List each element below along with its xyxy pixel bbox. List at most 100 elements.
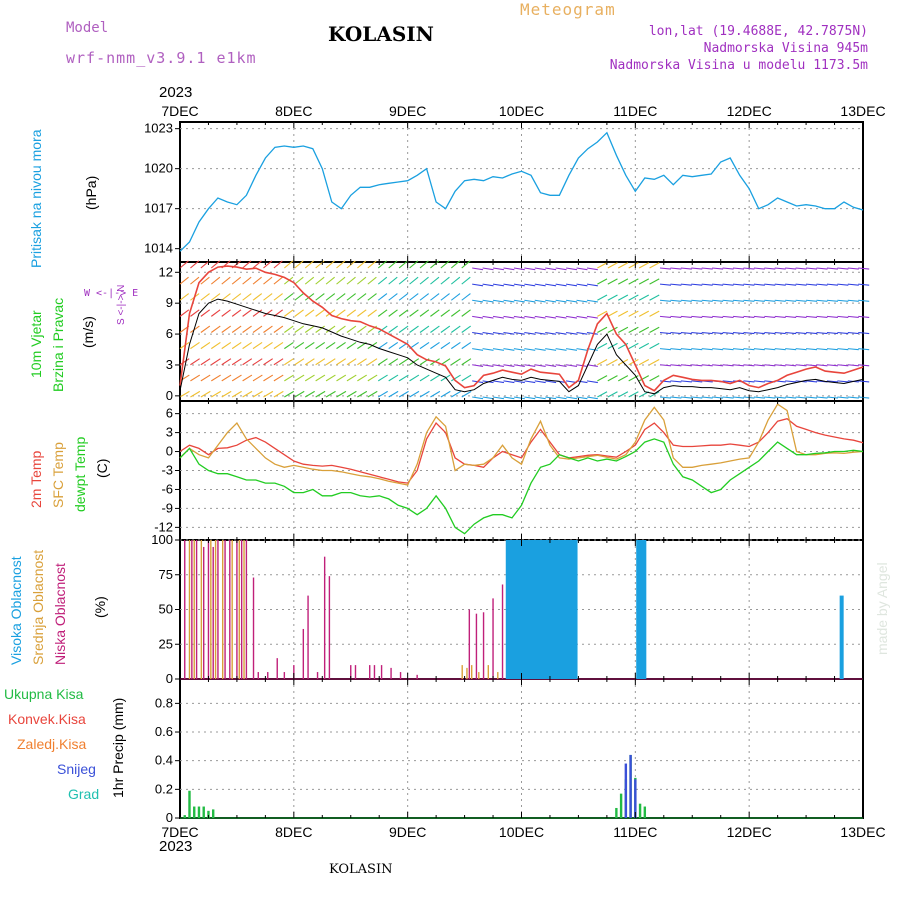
wind-vector (450, 293, 461, 301)
pressure-ytick-label: 1020 (144, 161, 173, 176)
cloud-bar (534, 540, 538, 679)
wind-vector (294, 358, 305, 366)
wind-vector (503, 396, 515, 400)
wind-ytick-label: 6 (166, 326, 173, 341)
wind-vector (680, 348, 692, 351)
wind-vector (315, 374, 326, 382)
cloud-label-low: Niska Oblacnost (52, 563, 68, 665)
wind-vector (482, 299, 494, 303)
wind-vector (597, 278, 608, 285)
wind-vector (722, 364, 734, 367)
wind-vector (837, 267, 849, 270)
wind-vector (440, 276, 450, 285)
cloud-bar (267, 672, 269, 679)
wind-speed_black (179, 298, 864, 395)
wind-vector (691, 299, 703, 302)
wind-vector (785, 267, 797, 270)
date-label-bottom: 12DEC (727, 824, 772, 840)
cloud-bar (231, 540, 233, 679)
wind-vector (628, 375, 639, 382)
temp-ytick-label: 0 (166, 444, 173, 459)
wind-vector (659, 299, 671, 302)
wind-vector (315, 293, 325, 301)
wind-vector (524, 348, 536, 351)
wind-vector (263, 358, 273, 366)
wind-vector (388, 309, 398, 317)
pressure-frame (179, 121, 864, 263)
wind-vector (461, 309, 471, 317)
wind-vector (743, 315, 755, 319)
wind-vector (388, 325, 398, 333)
wind-vector (231, 325, 242, 333)
cloud-bar (475, 613, 478, 679)
wind-vector (409, 276, 419, 285)
wind-vector (712, 315, 724, 319)
wind-vector (388, 341, 399, 350)
wind-vector (826, 348, 838, 351)
wind-vector (513, 348, 525, 351)
wind-vector (534, 380, 546, 384)
wind-vector (774, 315, 786, 319)
wind-vector (774, 331, 786, 335)
wind-vector (179, 293, 190, 301)
wind-vector (545, 331, 557, 335)
temp-ytick-label: -12 (154, 519, 173, 534)
wind-vector (628, 262, 639, 269)
wind-vector (566, 267, 578, 271)
wind-vector (242, 325, 252, 333)
wind-vector (284, 341, 294, 350)
cloud-bar (560, 540, 564, 679)
wind-vector (440, 309, 451, 317)
wind-vector (472, 364, 484, 367)
cloud-bar (373, 665, 376, 679)
temp-ytick-label: -3 (161, 463, 173, 478)
date-label-bottom: 9DEC (389, 824, 426, 840)
date-label-bottom: 13DEC (840, 824, 885, 840)
wind-vector (764, 299, 776, 302)
wind-vector (179, 390, 190, 398)
wind-vector (722, 380, 734, 383)
wind-vector (377, 293, 388, 301)
wind-vector (785, 283, 797, 286)
cloud-bar (546, 540, 550, 679)
wind-vector (252, 309, 263, 317)
cloud-bar (461, 665, 463, 679)
cloud-bar (369, 665, 371, 679)
wind-vector (294, 325, 305, 333)
wind-vector (409, 293, 419, 301)
wind-vector (691, 348, 703, 351)
wind-ytick-label: 12 (159, 264, 173, 279)
cloud-bar (184, 540, 186, 679)
cloud-bar (390, 667, 392, 679)
wind-vector (357, 358, 367, 366)
wind-vector (367, 293, 377, 301)
wind-vector (545, 315, 557, 319)
wind-vector (398, 374, 409, 382)
wind-vector (670, 364, 682, 367)
cloud-bar (191, 540, 193, 679)
wind-vector (806, 380, 818, 383)
wind-vector (555, 364, 567, 367)
wind-vector (712, 348, 724, 351)
wind-vector (252, 341, 263, 350)
wind-vector (513, 299, 525, 303)
wind-vector (795, 267, 807, 270)
wind-vector (492, 380, 505, 384)
wind-vector (607, 278, 618, 285)
wind-vector (555, 331, 567, 335)
wind-vector (430, 276, 440, 285)
wind-vector (576, 283, 588, 287)
cloud-bar (557, 540, 561, 679)
wind-vector (722, 396, 734, 399)
cloud-bar (257, 672, 259, 679)
wind-vector (315, 325, 325, 333)
wind-vector (597, 294, 608, 301)
cloud-bar (252, 577, 255, 679)
wind-vector (325, 358, 336, 366)
cloud-bar (380, 665, 383, 679)
wind-speed_red (179, 265, 864, 392)
wind-vector (732, 299, 745, 302)
wind-vector (252, 293, 263, 301)
cloud-bar (839, 595, 844, 679)
wind-vector (607, 326, 618, 333)
